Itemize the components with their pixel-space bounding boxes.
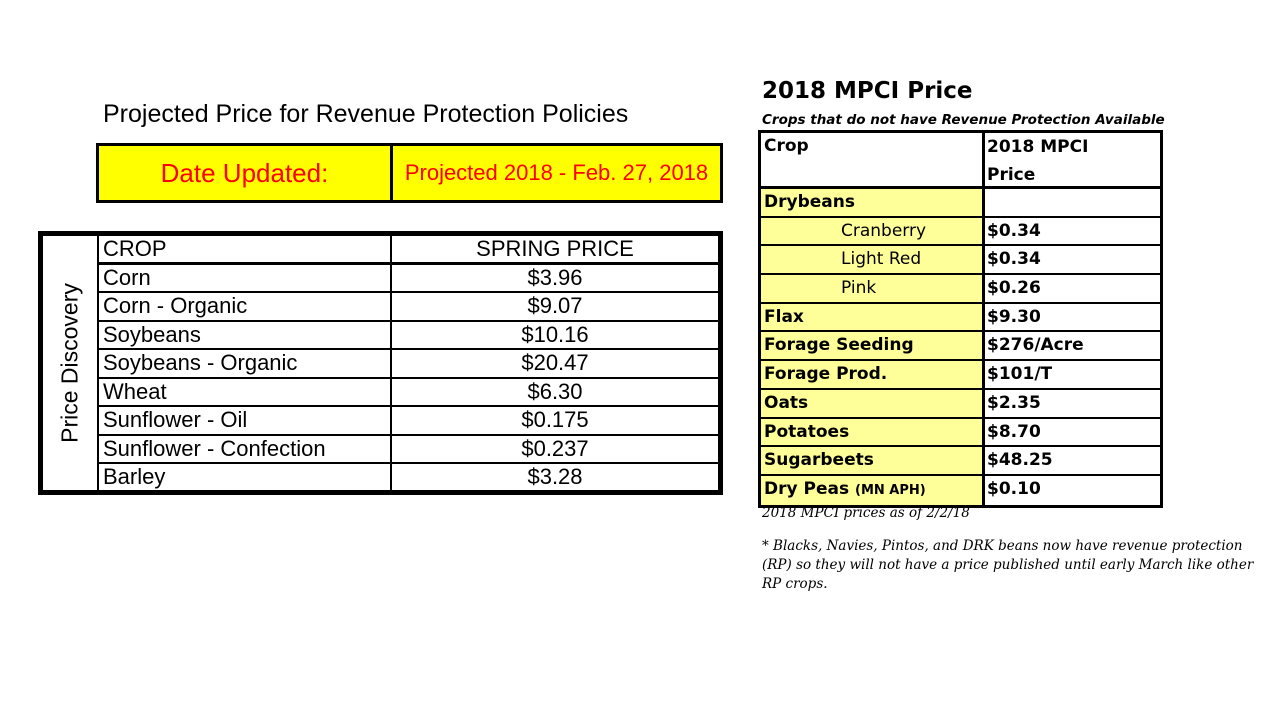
table-row: Oats $2.35 (761, 389, 1160, 419)
table-row: Flax $9.30 (761, 303, 1160, 333)
mpci-price-cell: $0.34 (987, 220, 1041, 241)
mpci-crop-cell: Flax (761, 303, 985, 331)
mpci-price-cell: $2.35 (987, 392, 1041, 413)
mpci-as-of-note: 2018 MPCI prices as of 2/2/18 (762, 505, 970, 521)
rp-crop-cell: Sunflower - Confection (99, 435, 392, 462)
rp-crop-cell: Wheat (99, 378, 392, 405)
rp-header-row: CROP SPRING PRICE (99, 236, 718, 265)
rp-title: Projected Price for Revenue Protection P… (103, 100, 629, 128)
mpci-header-price-line1: 2018 MPCI (987, 137, 1089, 157)
rp-price-cell: $20.47 (521, 350, 589, 375)
mpci-title: 2018 MPCI Price (762, 78, 973, 104)
table-row: Corn $3.96 (99, 264, 718, 293)
rp-crop-cell: Barley (99, 464, 392, 493)
rp-price-cell: $0.237 (521, 435, 589, 461)
table-row: Pink $0.26 (761, 275, 1160, 304)
table-row: Dry Peas (MN APH) $0.10 (761, 475, 1160, 505)
rp-grid: CROP SPRING PRICE Corn $3.96 Corn - Orga… (99, 236, 718, 493)
price-discovery-text: Price Discovery (56, 283, 83, 443)
mpci-header-price-line2: Price (987, 165, 1036, 185)
mpci-crop-cell: Sugarbeets (761, 447, 985, 474)
table-row: Corn - Organic $9.07 (99, 293, 718, 322)
table-row: Drybeans (761, 189, 1160, 218)
rp-crop-cell: Corn - Organic (99, 293, 392, 320)
rp-crop-cell: Soybeans - Organic (99, 350, 392, 377)
mpci-header-row: Crop 2018 MPCI Price (761, 133, 1160, 189)
mpci-crop-cell: Pink (761, 275, 985, 302)
table-row: Potatoes $8.70 (761, 418, 1160, 448)
mpci-crop-cell: Light Red (761, 246, 985, 274)
mpci-price-table: Crop 2018 MPCI Price Drybeans Cranberry … (758, 130, 1163, 508)
mpci-crop-cell: Drybeans (761, 189, 985, 216)
rp-price-cell: $0.175 (521, 407, 589, 432)
rp-price-cell: $9.07 (527, 293, 583, 318)
mpci-price-cell: $276/Acre (987, 335, 1084, 356)
mpci-crop-cell: Forage Seeding (761, 332, 985, 360)
mpci-price-cell: $48.25 (987, 450, 1053, 471)
mpci-crop-name: Dry Peas (764, 478, 850, 499)
mpci-price-cell (985, 189, 1160, 216)
table-row: Sunflower - Oil $0.175 (99, 407, 718, 436)
rp-header-crop: CROP (99, 236, 392, 262)
rp-price-cell: $3.96 (527, 264, 583, 290)
table-row: Soybeans - Organic $20.47 (99, 350, 718, 379)
mpci-price-cell: $0.26 (987, 278, 1041, 299)
mpci-crop-cell: Potatoes (761, 418, 985, 446)
date-updated-box: Date Updated: Projected 2018 - Feb. 27, … (96, 143, 723, 203)
table-row: Forage Seeding $276/Acre (761, 332, 1160, 362)
mpci-footnote: * Blacks, Navies, Pintos, and DRK beans … (762, 538, 1254, 592)
date-updated-value: Projected 2018 - Feb. 27, 2018 (404, 160, 709, 185)
date-updated-label: Date Updated: (99, 146, 393, 200)
rp-crop-cell: Sunflower - Oil (99, 407, 392, 434)
rp-price-cell: $10.16 (521, 321, 589, 347)
price-discovery-side-label: Price Discovery (43, 236, 99, 490)
table-row: Wheat $6.30 (99, 378, 718, 407)
rp-crop-cell: Soybeans (99, 321, 392, 348)
rp-crop-cell: Corn (99, 264, 392, 291)
mpci-crop-cell: Cranberry (761, 217, 985, 245)
rp-header-price: SPRING PRICE (476, 236, 634, 261)
mpci-price-cell: $9.30 (987, 306, 1041, 327)
mpci-header-crop: Crop (761, 133, 985, 186)
mpci-crop-cell: Oats (761, 389, 985, 417)
table-row: Light Red $0.34 (761, 246, 1160, 276)
mpci-header-price: 2018 MPCI Price (985, 133, 1160, 186)
rp-price-cell: $6.30 (527, 378, 583, 404)
mpci-price-cell: $101/T (987, 364, 1053, 385)
mpci-crop-cell: Dry Peas (MN APH) (761, 475, 985, 505)
rp-price-cell: $3.28 (527, 464, 583, 489)
table-row: Sunflower - Confection $0.237 (99, 435, 718, 464)
mpci-crop-cell: Forage Prod. (761, 361, 985, 388)
table-row: Forage Prod. $101/T (761, 361, 1160, 390)
table-row: Cranberry $0.34 (761, 217, 1160, 247)
table-row: Sugarbeets $48.25 (761, 447, 1160, 476)
table-row: Barley $3.28 (99, 464, 718, 493)
table-row: Soybeans $10.16 (99, 321, 718, 350)
mpci-price-cell: $0.10 (987, 478, 1041, 499)
mpci-price-cell: $8.70 (987, 421, 1041, 442)
rp-price-table: Price Discovery CROP SPRING PRICE Corn $… (38, 231, 723, 495)
mpci-subtitle: Crops that do not have Revenue Protectio… (762, 112, 1165, 128)
mpci-price-cell: $0.34 (987, 249, 1041, 270)
mpci-crop-note: (MN APH) (855, 482, 926, 498)
